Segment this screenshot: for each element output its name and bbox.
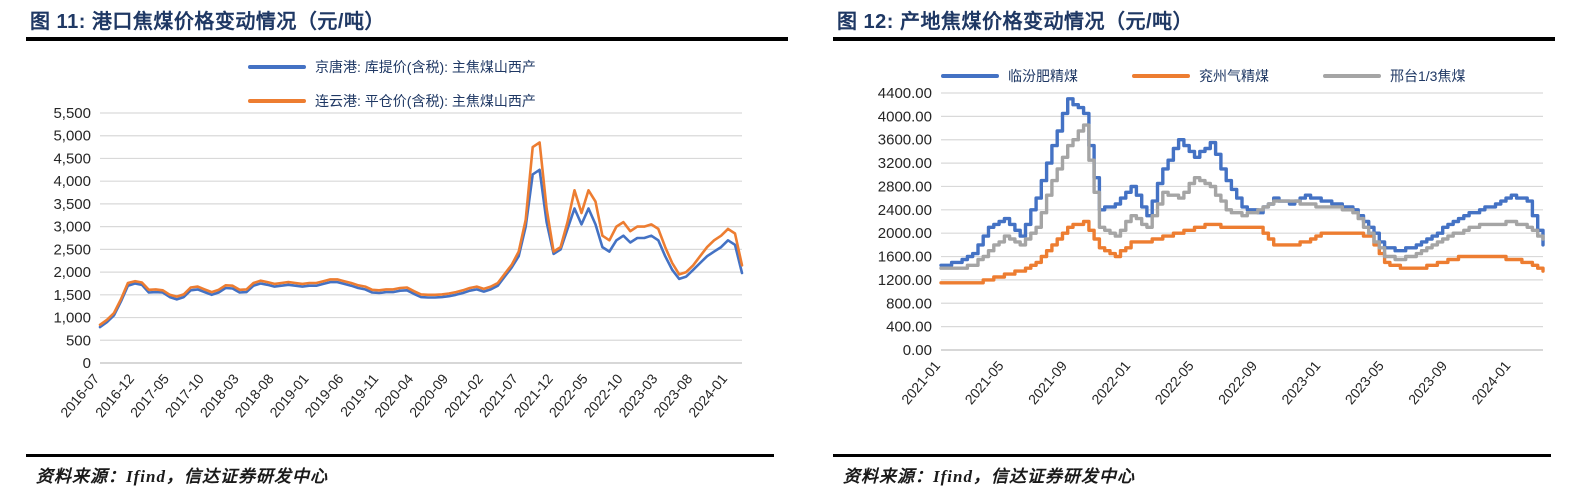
figure-11-chart: 0 500 1,000 1,500 2,000 2,500 3,000 3,500 4,000 4… <box>53 105 744 420</box>
legend-label: 连云港: 平仓价(含税): 主焦煤山西产 <box>315 93 536 109</box>
legend-label: 兖州气精煤 <box>1199 68 1269 84</box>
legend-line-swatch <box>941 74 999 78</box>
legend-label: 邢台1/3焦煤 <box>1390 68 1466 84</box>
figure-12-source-note: 资料来源：Ifind，信达证券研发中心 <box>843 462 1135 487</box>
y-axis-tick-label: 3600.00 <box>878 132 932 149</box>
y-axis-tick-label: 1600.00 <box>878 249 932 266</box>
series-line <box>939 97 1545 268</box>
legend-label: 京唐港: 库提价(含税): 主焦煤山西产 <box>315 59 536 75</box>
y-axis-tick-label: 2,500 <box>53 241 91 258</box>
x-axis-tick-label: 2022-01 <box>1088 357 1133 407</box>
legend-item-0: 京唐港: 库提价(含税): 主焦煤山西产 <box>248 57 536 77</box>
y-axis-tick-label: 500 <box>66 332 91 349</box>
y-axis-tick-label: 2000.00 <box>878 225 932 242</box>
x-axis-tick-label: 2021-09 <box>1025 357 1070 407</box>
figure-11-footer-rule <box>26 454 774 457</box>
source-label: 资料来源： <box>36 467 126 486</box>
y-axis-tick-label: 3,000 <box>53 219 91 236</box>
x-axis-tick-label: 2022-09 <box>1215 357 1260 407</box>
y-axis-tick-label: 0 <box>83 355 91 372</box>
x-axis-tick-label: 2022-05 <box>1151 357 1196 407</box>
y-axis-tick-label: 5,000 <box>53 128 91 145</box>
x-axis-tick-label: 2021-05 <box>961 357 1006 407</box>
y-axis-tick-label: 1,000 <box>53 310 91 327</box>
legend-line-swatch <box>248 65 306 69</box>
y-axis-tick-label: 3,500 <box>53 196 91 213</box>
x-axis-tick-label: 2023-09 <box>1405 357 1450 407</box>
series-line <box>98 168 744 329</box>
series-line <box>98 141 744 327</box>
legend-label: 临汾肥精煤 <box>1008 68 1078 84</box>
figure-12-legend: 临汾肥精煤 兖州气精煤 邢台1/3焦煤 <box>941 66 1465 86</box>
y-axis-tick-label: 4400.00 <box>878 85 932 102</box>
source-label: 资料来源： <box>843 467 933 486</box>
figure-11-panel: 图 11: 港口焦煤价格变动情况（元/吨） 京唐港: 库提价(含税): 主焦煤山… <box>26 11 788 487</box>
legend-item-1: 兖州气精煤 <box>1132 66 1269 86</box>
legend-line-swatch <box>248 99 306 103</box>
figure-11-title: 图 11: 港口焦煤价格变动情况（元/吨） <box>30 11 385 33</box>
figure-12-title-rule <box>833 37 1555 41</box>
figure-11-legend: 京唐港: 库提价(含税): 主焦煤山西产 连云港: 平仓价(含税): 主焦煤山西产 <box>248 57 536 111</box>
series-line <box>939 123 1545 270</box>
legend-line-swatch <box>1323 74 1381 78</box>
x-axis-tick-label: 2023-05 <box>1342 357 1387 407</box>
figure-12-title: 图 12: 产地焦煤价格变动情况（元/吨） <box>837 11 1194 33</box>
x-axis-tick-label: 2021-01 <box>898 357 943 407</box>
figure-11-source-note: 资料来源：Ifind，信达证券研发中心 <box>36 462 328 487</box>
source-text: Ifind，信达证券研发中心 <box>126 467 328 486</box>
x-axis-tick-label: 2023-01 <box>1278 357 1323 407</box>
y-axis-tick-label: 800.00 <box>886 295 932 312</box>
legend-item-2: 邢台1/3焦煤 <box>1323 66 1465 86</box>
y-axis-tick-label: 4,500 <box>53 150 91 167</box>
legend-item-0: 临汾肥精煤 <box>941 66 1078 86</box>
y-axis-tick-label: 4,000 <box>53 173 91 190</box>
series-line <box>939 219 1545 285</box>
y-axis-tick-label: 2,000 <box>53 264 91 281</box>
x-axis-tick-label: 2024-01 <box>1468 357 1513 407</box>
y-axis-tick-label: 400.00 <box>886 319 932 336</box>
figure-11-title-rule <box>26 37 788 41</box>
legend-item-1: 连云港: 平仓价(含税): 主焦煤山西产 <box>248 91 536 111</box>
y-axis-tick-label: 3200.00 <box>878 155 932 172</box>
figure-12-panel: 图 12: 产地焦煤价格变动情况（元/吨） 临汾肥精煤 兖州气精煤 邢台1/3焦煤 … <box>791 0 1582 500</box>
y-axis-tick-label: 1200.00 <box>878 272 932 289</box>
y-axis-tick-label: 4000.00 <box>878 108 932 125</box>
y-axis-tick-label: 0.00 <box>903 342 932 359</box>
source-text: Ifind，信达证券研发中心 <box>933 467 1135 486</box>
figure-12-footer-rule <box>833 454 1551 457</box>
y-axis-tick-label: 2400.00 <box>878 202 932 219</box>
legend-line-swatch <box>1132 74 1190 78</box>
y-axis-tick-label: 2800.00 <box>878 178 932 195</box>
figure-12-chart: 0.00 400.00 800.00 1200.00 1600.00 2000.00 240… <box>878 85 1545 407</box>
y-axis-tick-label: 5,500 <box>53 105 91 122</box>
y-axis-tick-label: 1,500 <box>53 287 91 304</box>
